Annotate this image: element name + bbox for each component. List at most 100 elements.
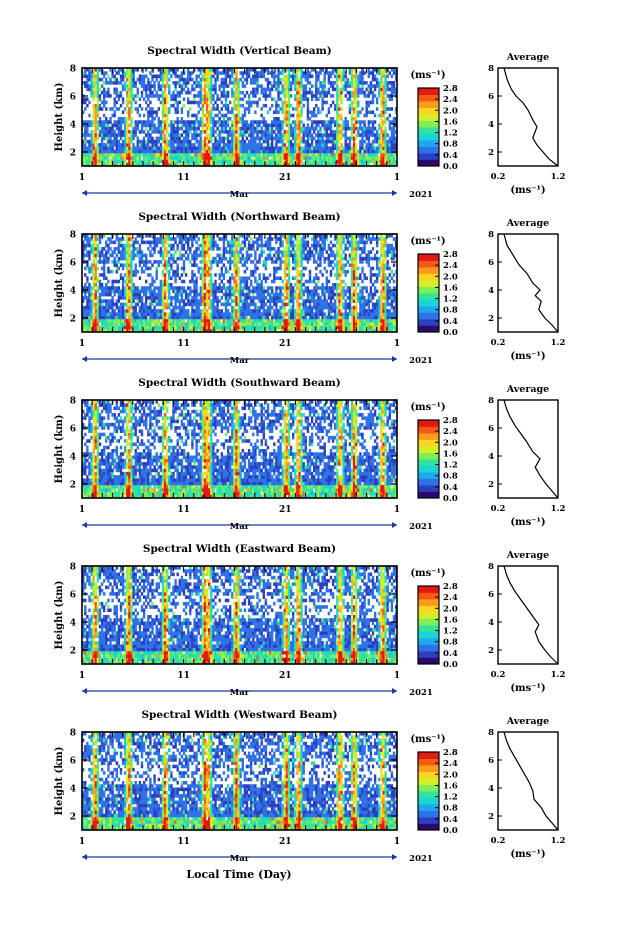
heatmap-cell bbox=[115, 286, 118, 290]
heatmap-cell bbox=[105, 159, 108, 164]
heatmap-cell bbox=[313, 152, 316, 157]
heatmap-cell bbox=[392, 120, 396, 124]
heatmap-cell bbox=[352, 123, 356, 128]
heatmap-cell bbox=[174, 289, 177, 294]
heatmap-cell bbox=[310, 74, 314, 79]
heatmap-cell bbox=[224, 90, 228, 95]
heatmap-cell bbox=[170, 103, 173, 108]
heatmap-cell bbox=[243, 152, 247, 157]
heatmap-cell bbox=[289, 133, 293, 137]
heatmap-cell bbox=[119, 159, 123, 164]
heatmap-cell bbox=[138, 256, 142, 261]
heatmap-cell bbox=[140, 90, 144, 95]
heatmap-cell bbox=[195, 286, 198, 290]
heatmap-cell bbox=[174, 162, 177, 167]
heatmap-cell bbox=[147, 240, 150, 245]
heatmap-cell bbox=[134, 318, 137, 323]
heatmap-cell bbox=[292, 107, 295, 111]
heatmap-cell bbox=[86, 87, 89, 92]
heatmap-cell bbox=[153, 318, 156, 323]
heatmap-cell bbox=[210, 117, 213, 121]
heatmap-cell bbox=[159, 250, 163, 254]
heatmap-cell bbox=[390, 152, 394, 157]
heatmap-cell bbox=[298, 103, 301, 108]
heatmap-cell bbox=[182, 81, 186, 85]
heatmap-cell bbox=[277, 162, 280, 167]
heatmap-cell bbox=[388, 126, 391, 131]
heatmap-cell bbox=[382, 103, 385, 108]
heatmap-cell bbox=[151, 309, 154, 313]
heatmap-cell bbox=[216, 286, 219, 290]
heatmap-cell bbox=[304, 130, 307, 134]
heatmap-cell bbox=[308, 130, 312, 134]
heatmap-cell bbox=[235, 325, 238, 330]
heatmap-cell bbox=[212, 292, 215, 297]
heatmap-cell bbox=[271, 84, 274, 88]
heatmap-cell bbox=[86, 159, 89, 164]
heatmap-cell bbox=[222, 156, 226, 160]
heatmap-cell bbox=[157, 81, 160, 85]
heatmap-cell bbox=[216, 139, 219, 144]
heatmap-cell bbox=[126, 328, 129, 333]
heatmap-cell bbox=[352, 152, 356, 157]
heatmap-cell bbox=[142, 328, 146, 333]
heatmap-cell bbox=[394, 71, 398, 75]
heatmap-cell bbox=[342, 84, 345, 88]
heatmap-cell bbox=[296, 84, 299, 88]
heatmap-cell bbox=[90, 266, 93, 271]
heatmap-cell bbox=[203, 273, 207, 277]
heatmap-cell bbox=[94, 273, 97, 277]
heatmap-cell bbox=[121, 74, 125, 79]
heatmap-cell bbox=[176, 322, 179, 326]
heatmap-cell bbox=[134, 289, 137, 294]
heatmap-cell bbox=[168, 289, 171, 294]
heatmap-cell bbox=[212, 103, 215, 108]
heatmap-cell bbox=[88, 305, 91, 310]
heatmap-cell bbox=[180, 139, 184, 144]
heatmap-cell bbox=[90, 87, 93, 92]
heatmap-cell bbox=[281, 90, 284, 95]
heatmap-cell bbox=[119, 237, 123, 241]
heatmap-cell bbox=[92, 240, 95, 245]
heatmap-cell bbox=[380, 100, 383, 105]
heatmap-cell bbox=[235, 266, 238, 271]
heatmap-cell bbox=[212, 260, 215, 264]
heatmap-cell bbox=[237, 152, 240, 157]
heatmap-cell bbox=[329, 133, 333, 137]
heatmap-cell bbox=[197, 159, 200, 164]
heatmap-cell bbox=[262, 123, 265, 128]
heatmap-cell bbox=[327, 139, 331, 144]
heatmap-cell bbox=[82, 159, 85, 164]
heatmap-cell bbox=[233, 289, 236, 294]
heatmap-cell bbox=[161, 84, 165, 88]
heatmap-cell bbox=[140, 234, 144, 238]
heatmap-cell bbox=[313, 94, 316, 98]
heatmap-cell bbox=[315, 84, 318, 88]
heatmap-cell bbox=[128, 322, 131, 326]
heatmap-cell bbox=[338, 113, 341, 118]
heatmap-cell bbox=[94, 126, 97, 131]
heatmap-cell bbox=[124, 136, 127, 141]
heatmap-cell bbox=[386, 117, 389, 121]
heatmap-cell bbox=[340, 152, 343, 157]
heatmap-cell bbox=[128, 110, 131, 115]
heatmap-cell bbox=[180, 87, 184, 92]
heatmap-cell bbox=[132, 305, 135, 310]
heatmap-cell bbox=[300, 77, 303, 82]
heatmap-cell bbox=[140, 149, 144, 154]
heatmap-cell bbox=[145, 286, 148, 290]
heatmap-cell bbox=[145, 159, 148, 164]
heatmap-cell bbox=[88, 162, 91, 167]
heatmap-cell bbox=[310, 149, 314, 154]
heatmap-cell bbox=[103, 130, 106, 134]
heatmap-cell bbox=[382, 146, 385, 150]
heatmap-cell bbox=[193, 130, 196, 134]
heatmap-cell bbox=[367, 110, 370, 115]
heatmap-cell bbox=[205, 315, 209, 320]
heatmap-cell bbox=[243, 130, 247, 134]
heatmap-cell bbox=[191, 328, 194, 333]
heatmap-cell bbox=[149, 87, 152, 92]
heatmap-cell bbox=[262, 136, 265, 141]
heatmap-cell bbox=[136, 302, 139, 307]
heatmap-cell bbox=[166, 159, 169, 164]
